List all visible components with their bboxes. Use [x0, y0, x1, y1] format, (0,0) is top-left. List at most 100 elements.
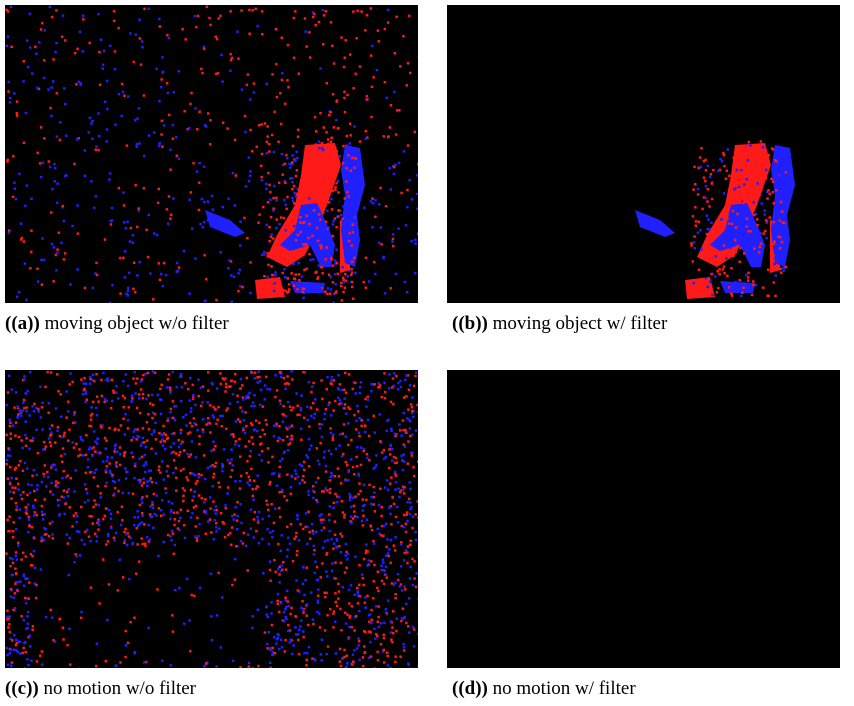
event-dot: [266, 252, 269, 255]
event-dot: [229, 70, 232, 73]
event-dot: [16, 558, 19, 561]
event-dot: [47, 412, 50, 415]
event-dot: [694, 247, 697, 250]
event-dot: [299, 625, 302, 628]
event-dot: [153, 131, 156, 134]
event-dot: [65, 416, 68, 419]
event-dot: [313, 209, 316, 212]
event-dot: [356, 446, 359, 449]
event-dot: [161, 71, 164, 74]
moving-object: [205, 140, 365, 299]
event-dot: [42, 448, 45, 451]
event-dot: [278, 223, 281, 226]
event-dot: [385, 456, 388, 459]
event-dot: [152, 527, 155, 530]
event-dot: [71, 525, 74, 528]
event-dot: [232, 433, 235, 436]
event-dot: [192, 397, 195, 400]
event-dot: [300, 439, 303, 442]
event-dot: [358, 432, 361, 435]
event-dot: [402, 419, 405, 422]
event-dot: [269, 252, 272, 255]
event-dot: [762, 286, 765, 289]
subfigure-label: ((d)): [452, 678, 488, 699]
event-dot: [394, 549, 397, 552]
event-dot: [746, 218, 749, 221]
event-dot: [134, 463, 137, 466]
event-dot: [40, 176, 43, 179]
event-dot: [221, 415, 224, 418]
event-dot: [154, 422, 157, 425]
event-dot: [178, 446, 181, 449]
event-dot: [135, 573, 138, 576]
event-dot: [277, 543, 280, 546]
event-dot: [73, 411, 76, 414]
event-dot: [375, 605, 378, 608]
event-dot: [110, 527, 113, 530]
event-dot: [18, 436, 21, 439]
event-dot: [293, 225, 296, 228]
event-dot: [400, 620, 403, 623]
event-dot: [379, 488, 382, 491]
event-dot: [253, 82, 256, 85]
event-dot: [333, 62, 336, 65]
event-dot: [11, 574, 14, 577]
event-dot: [751, 221, 754, 224]
event-dot: [172, 400, 175, 403]
event-dot: [134, 371, 137, 374]
event-dot: [291, 438, 294, 441]
event-dot: [277, 637, 280, 640]
event-dot: [723, 244, 726, 247]
event-dot: [345, 622, 348, 625]
event-dot: [356, 587, 359, 590]
event-dot: [781, 241, 784, 244]
event-dot: [110, 407, 113, 410]
event-dot: [179, 451, 182, 454]
event-dot: [106, 619, 109, 622]
event-dot: [302, 179, 305, 182]
event-dot: [306, 215, 309, 218]
event-dot: [300, 619, 303, 622]
event-dot: [697, 193, 700, 196]
event-dot: [41, 283, 44, 286]
event-dot: [307, 178, 310, 181]
event-dot: [351, 663, 354, 666]
event-dot: [269, 580, 272, 583]
event-dot: [408, 498, 411, 501]
event-dot: [239, 480, 242, 483]
event-dot: [324, 540, 327, 543]
event-dot: [201, 401, 204, 404]
event-dot: [136, 274, 139, 277]
event-dot: [295, 239, 298, 242]
event-dot: [138, 107, 141, 110]
event-dot: [390, 620, 393, 623]
event-dot: [94, 533, 97, 536]
event-dot: [317, 601, 320, 604]
event-dot: [343, 656, 346, 659]
event-dot: [174, 518, 177, 521]
event-dot: [281, 153, 284, 156]
event-dot: [353, 505, 356, 508]
event-dot: [124, 539, 127, 542]
event-dot: [303, 417, 306, 420]
event-dot: [236, 501, 239, 504]
event-dot: [112, 480, 115, 483]
event-dot: [136, 428, 139, 431]
event-dot: [16, 590, 19, 593]
event-dot: [281, 458, 284, 461]
event-dot: [29, 439, 32, 442]
event-dot: [318, 423, 321, 426]
event-dot: [97, 528, 100, 531]
event-dot: [143, 155, 146, 158]
event-dot: [169, 217, 172, 220]
event-dot: [357, 602, 360, 605]
event-dot: [740, 169, 743, 172]
event-dot: [410, 506, 413, 509]
event-dot: [26, 467, 29, 470]
event-dot: [350, 268, 353, 271]
event-dot: [281, 489, 284, 492]
event-dot: [137, 525, 140, 528]
event-dot: [286, 157, 289, 160]
event-dot: [258, 370, 261, 373]
event-dot: [329, 491, 332, 494]
